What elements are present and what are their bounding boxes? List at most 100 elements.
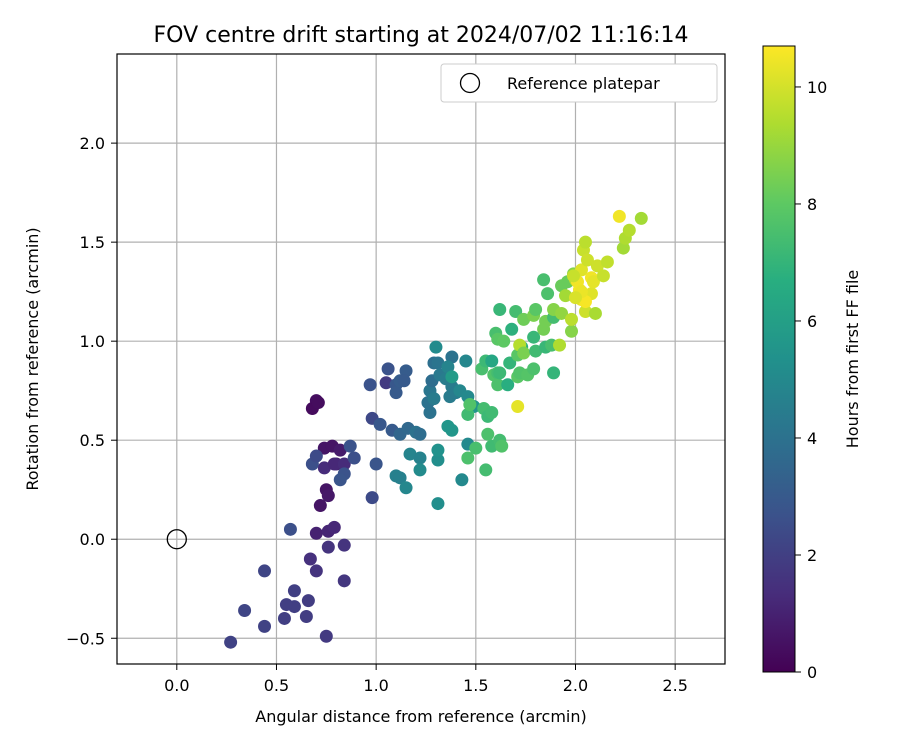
data-point (565, 312, 579, 326)
data-point (578, 295, 592, 309)
data-point (600, 255, 614, 269)
data-point (431, 497, 445, 511)
data-point (509, 304, 523, 318)
x-tick-label: 2.0 (563, 676, 588, 695)
data-point (511, 400, 525, 414)
data-point (493, 302, 507, 316)
colorbar-label: Hours from first FF file (843, 270, 862, 449)
x-axis-ticks: 0.0 0.5 1.0 1.5 2.0 2.5 (164, 664, 688, 695)
y-axis-label: Rotation from reference (arcmin) (23, 227, 42, 490)
data-point (389, 386, 403, 400)
y-tick-label: 1.0 (80, 332, 105, 351)
data-point (529, 344, 543, 358)
x-axis-label: Angular distance from reference (arcmin) (255, 707, 586, 726)
data-point (461, 407, 475, 421)
chart-title: FOV centre drift starting at 2024/07/02 … (154, 23, 689, 48)
data-point (441, 360, 455, 374)
data-point (365, 491, 379, 505)
data-point (327, 457, 341, 471)
grid (117, 54, 725, 664)
data-point (580, 253, 594, 267)
data-point (301, 594, 315, 608)
plot-frame (116, 53, 726, 665)
data-point (586, 275, 600, 289)
data-point (529, 302, 543, 316)
data-point (321, 540, 335, 554)
data-point (319, 629, 333, 643)
data-point (481, 427, 495, 441)
data-point (321, 489, 335, 503)
data-point (373, 417, 387, 431)
x-tick-label: 1.5 (463, 676, 488, 695)
y-tick-label: 1.5 (80, 233, 105, 252)
y-tick-label: −0.5 (66, 629, 105, 648)
data-point (612, 209, 626, 223)
data-point (559, 289, 573, 303)
data-point (568, 291, 582, 305)
data-point (337, 574, 351, 588)
data-point (317, 461, 331, 475)
data-point (413, 463, 427, 477)
data-point (399, 481, 413, 495)
data-point (287, 584, 301, 598)
data-point (596, 269, 610, 283)
data-point (363, 378, 377, 392)
data-point (497, 334, 511, 348)
data-point (555, 306, 569, 320)
data-point (399, 364, 413, 378)
data-point (469, 441, 483, 455)
colorbar-ticks: 0 2 4 6 8 10 (795, 78, 827, 682)
data-point (565, 324, 579, 338)
colorbar-tick-label: 8 (807, 195, 817, 214)
data-point (445, 370, 459, 384)
data-point (622, 223, 636, 237)
data-point (588, 306, 602, 320)
data-point (431, 356, 445, 370)
data-point (517, 312, 531, 326)
data-point (333, 473, 347, 487)
y-tick-label: 0.5 (80, 431, 105, 450)
data-point (337, 457, 351, 471)
data-point (379, 376, 393, 390)
data-point (303, 552, 317, 566)
legend-marker-icon (459, 72, 481, 94)
data-point (461, 451, 475, 465)
data-point (590, 259, 604, 273)
colorbar: 0 2 4 6 8 10 Hours from first FF file (762, 45, 862, 682)
data-point (309, 449, 323, 463)
x-tick-label: 1.0 (363, 676, 388, 695)
x-tick-label: 2.5 (662, 676, 687, 695)
data-point (485, 405, 499, 419)
colorbar-tick-label: 4 (807, 429, 817, 448)
data-point (283, 522, 297, 536)
data-point (431, 453, 445, 467)
data-point (616, 241, 630, 255)
data-point (327, 520, 341, 534)
data-point (393, 471, 407, 485)
data-point (505, 322, 519, 336)
data-point (413, 427, 427, 441)
colorbar-gradient (762, 45, 796, 673)
data-point (258, 564, 272, 578)
data-point (634, 211, 648, 225)
data-point (485, 354, 499, 368)
colorbar-tick-label: 2 (807, 546, 817, 565)
legend-box (440, 63, 718, 103)
data-point (429, 340, 443, 354)
data-point (333, 443, 347, 457)
data-point (445, 423, 459, 437)
data-point (463, 398, 477, 412)
data-point (491, 378, 505, 392)
data-point (337, 538, 351, 552)
data-point (397, 374, 411, 388)
data-point (527, 362, 541, 376)
data-point (309, 526, 323, 540)
data-point (459, 354, 473, 368)
data-point (309, 564, 323, 578)
data-point (413, 451, 427, 465)
data-point (279, 598, 293, 612)
data-point (495, 439, 509, 453)
data-point (445, 350, 459, 364)
colorbar-tick-label: 10 (807, 78, 827, 97)
